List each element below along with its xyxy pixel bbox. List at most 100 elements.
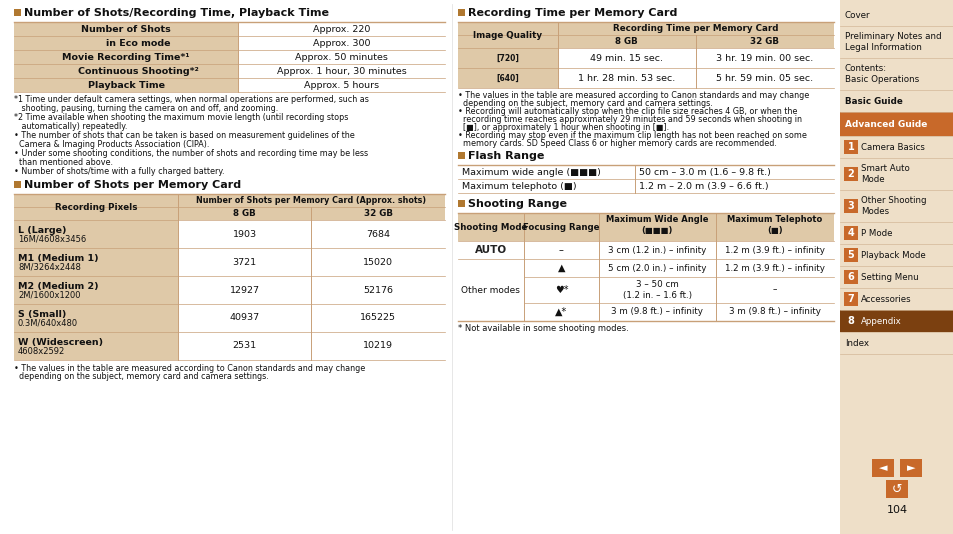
Bar [14,36,238,50]
Text: • Recording will automatically stop when the clip file size reaches 4 GB, or whe: • Recording will automatically stop when… [457,107,797,116]
Text: Shooting Range: Shooting Range [468,199,566,209]
Text: *1 Time under default camera settings, when normal operations are performed, suc: *1 Time under default camera settings, w… [14,95,369,104]
Bar [840,158,953,190]
Text: Basic Guide: Basic Guide [844,97,902,106]
Text: 3: 3 [846,201,854,211]
Text: shooting, pausing, turning the camera on and off, and zooming.: shooting, pausing, turning the camera on… [14,104,278,113]
Text: 32 GB: 32 GB [750,37,779,46]
Text: • Recording may stop even if the maximum clip length has not been reached on som: • Recording may stop even if the maximum… [457,131,806,140]
Text: 1.2 m (3.9 ft.) – infinity: 1.2 m (3.9 ft.) – infinity [724,263,823,272]
Bar [457,22,558,48]
Bar [558,22,833,35]
Bar [14,181,21,188]
Text: Camera & Imaging Products Association (CIPA).: Camera & Imaging Products Association (C… [14,140,209,149]
Bar [840,190,953,222]
Text: Number of Shots/Recording Time, Playback Time: Number of Shots/Recording Time, Playback… [24,8,329,18]
Text: AUTO: AUTO [475,245,506,255]
Bar [14,276,177,304]
Bar [843,167,857,181]
Text: 5: 5 [846,250,854,260]
Bar [840,26,953,58]
Text: 3 m (9.8 ft.) – infinity: 3 m (9.8 ft.) – infinity [728,308,820,317]
Text: Playback Time: Playback Time [88,81,164,90]
Bar [177,194,444,207]
Text: ↺: ↺ [891,483,902,496]
Text: 4: 4 [846,228,854,238]
Text: Recording Time per Memory Card: Recording Time per Memory Card [468,8,677,18]
Text: 5 cm (2.0 in.) – infinity: 5 cm (2.0 in.) – infinity [607,263,706,272]
Text: • Number of shots/time with a fully charged battery.: • Number of shots/time with a fully char… [14,167,224,176]
Bar [14,78,238,92]
Bar [558,35,833,48]
Text: 5 hr. 59 min. 05 sec.: 5 hr. 59 min. 05 sec. [716,74,813,82]
Text: 49 min. 15 sec.: 49 min. 15 sec. [590,53,662,62]
Text: depending on the subject, memory card and camera settings.: depending on the subject, memory card an… [457,99,712,108]
Bar [840,332,953,354]
Bar [14,9,21,16]
Bar [843,199,857,213]
Text: *2 Time available when shooting the maximum movie length (until recording stops: *2 Time available when shooting the maxi… [14,113,348,122]
Bar [840,288,953,310]
Text: [640]: [640] [496,74,518,82]
Bar [840,136,953,158]
Bar [14,304,177,332]
Text: Advanced Guide: Advanced Guide [844,120,926,129]
Text: 104: 104 [885,505,906,515]
Text: Contents:
Basic Operations: Contents: Basic Operations [844,64,919,84]
Bar [843,248,857,262]
Text: –: – [772,286,776,294]
Text: Approx. 300: Approx. 300 [313,38,370,48]
Bar [14,64,238,78]
Text: ♥*: ♥* [554,285,568,295]
Text: Index: Index [844,339,868,348]
Text: 3 – 50 cm
(1.2 in. – 1.6 ft.): 3 – 50 cm (1.2 in. – 1.6 ft.) [622,280,691,300]
Text: 50 cm – 3.0 m (1.6 – 9.8 ft.): 50 cm – 3.0 m (1.6 – 9.8 ft.) [639,168,770,177]
Text: • The values in the table are measured according to Canon standards and may chan: • The values in the table are measured a… [457,91,808,100]
Text: 8 GB: 8 GB [233,209,255,218]
Text: 32 GB: 32 GB [363,209,393,218]
Text: Maximum telephoto (■): Maximum telephoto (■) [461,182,576,191]
Text: 3721: 3721 [233,257,256,266]
Text: 7: 7 [846,294,854,304]
Bar [843,270,857,284]
Text: Movie Recording Time*¹: Movie Recording Time*¹ [62,52,190,61]
Text: 40937: 40937 [230,313,259,323]
Text: 1 hr. 28 min. 53 sec.: 1 hr. 28 min. 53 sec. [578,74,675,82]
Bar [14,220,177,248]
Text: Smart Auto
Mode: Smart Auto Mode [861,164,909,184]
Text: ▲: ▲ [558,263,564,273]
Text: 16M/4608x3456: 16M/4608x3456 [18,234,86,244]
Text: in Eco mode: in Eco mode [106,38,171,48]
Bar [14,50,238,64]
Bar [871,459,893,477]
Text: ◄: ◄ [878,463,886,473]
Text: Approx. 220: Approx. 220 [313,25,370,34]
Text: [■], or approximately 1 hour when shooting in [■].: [■], or approximately 1 hour when shooti… [457,123,668,132]
Bar [14,248,177,276]
Text: W (Widescreen): W (Widescreen) [18,337,103,347]
Text: L (Large): L (Large) [18,225,67,234]
Text: Focusing Range: Focusing Range [522,223,599,232]
Bar [457,152,464,159]
Bar [843,226,857,240]
Text: 8 GB: 8 GB [615,37,638,46]
Text: Other modes: Other modes [461,286,519,294]
Text: 2M/1600x1200: 2M/1600x1200 [18,290,80,300]
Text: 12927: 12927 [230,286,259,294]
Text: • The number of shots that can be taken is based on measurement guidelines of th: • The number of shots that can be taken … [14,131,355,140]
Text: 3 hr. 19 min. 00 sec.: 3 hr. 19 min. 00 sec. [716,53,813,62]
Text: Maximum Telephoto
(■): Maximum Telephoto (■) [726,215,821,235]
Text: Appendix: Appendix [861,317,901,326]
Text: Accessories: Accessories [861,294,911,303]
Text: Flash Range: Flash Range [468,151,544,161]
Text: ▲*: ▲* [555,307,567,317]
Text: Camera Basics: Camera Basics [861,143,923,152]
Bar [843,314,857,328]
Text: Maximum Wide Angle
(■■■): Maximum Wide Angle (■■■) [605,215,708,235]
Bar [840,112,953,136]
Text: 52176: 52176 [363,286,393,294]
Text: Recording Time per Memory Card: Recording Time per Memory Card [613,24,778,33]
Text: 15020: 15020 [363,257,393,266]
Bar [457,68,558,88]
Text: depending on the subject, memory card and camera settings.: depending on the subject, memory card an… [14,372,269,381]
